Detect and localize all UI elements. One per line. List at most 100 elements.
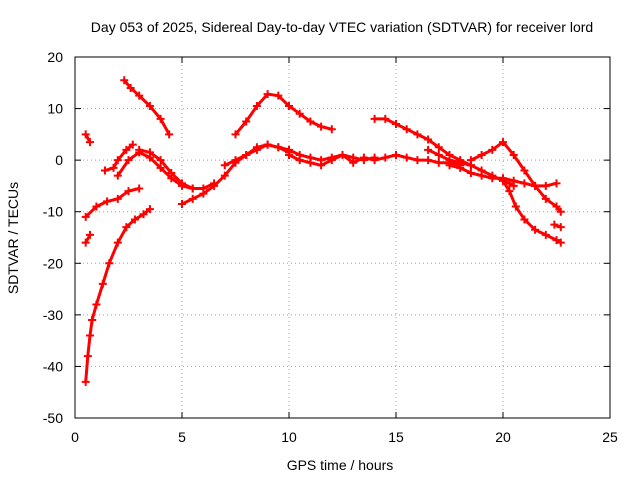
data-point [139,210,148,219]
y-tick-label: -30 [43,307,63,323]
data-point [338,150,347,159]
x-axis-label: GPS time / hours [287,457,394,473]
data-point [413,130,422,139]
data-point [402,125,411,134]
data-point [113,171,122,180]
data-point [122,145,131,154]
data-point [552,179,561,188]
data-point [135,145,144,154]
data-point [231,130,240,139]
series-arc-8 [116,150,195,190]
data-point [424,135,433,144]
y-ticks: -50 -40 -30 -20 -10 0 10 20 [43,49,610,426]
series-arc-10 [180,143,291,206]
data-point [81,130,90,139]
data-point [477,150,486,159]
data-point [413,156,422,165]
data-point [199,189,208,198]
data-point [306,158,315,167]
data-point [83,352,92,361]
data-point [188,194,197,203]
data-point [445,161,454,170]
data-point [392,120,400,129]
data-point [92,202,101,211]
data-point [541,230,550,239]
y-tick-label: -50 [43,410,63,426]
data-point [85,331,94,340]
data-point [135,184,144,193]
x-tick-label: 5 [178,429,186,445]
data-point [477,171,486,180]
data-point [556,223,565,232]
series-arc-7 [122,78,171,136]
data-point [424,156,433,165]
data-point [88,316,97,325]
data-point [285,101,293,110]
x-tick-label: 15 [388,429,404,445]
data-point [178,179,186,188]
series-arc-17 [469,140,563,214]
data-point [210,181,219,190]
data-point [100,166,109,175]
data-point [113,156,122,165]
series-arc-15 [426,148,516,188]
data-point [124,187,133,196]
data-point [550,220,559,229]
data-point [220,161,229,170]
data-point [552,236,561,245]
data-point [556,238,565,247]
data-point [156,156,165,165]
data-point [274,143,283,152]
data-point [263,90,272,99]
data-point [456,163,465,172]
data-point [252,101,261,110]
data-point [220,171,229,180]
data-series [81,76,565,386]
grid [75,57,610,418]
data-point [98,279,107,288]
data-point [327,156,336,165]
data-point [178,199,186,208]
data-point [124,156,133,165]
y-tick-label: -20 [43,255,63,271]
data-point [128,140,137,149]
data-point [103,197,112,206]
data-point [263,140,272,149]
data-point [509,150,518,159]
data-point [509,176,518,185]
data-point [156,163,165,172]
data-point [370,114,379,123]
data-point [327,125,336,134]
y-tick-label: 20 [47,49,63,65]
data-point [466,169,475,178]
data-point [434,158,443,167]
data-point [424,145,433,154]
data-point [392,150,400,159]
data-point [505,187,514,196]
data-point [531,181,540,190]
series-arc-1 [84,318,94,384]
data-point [349,158,358,167]
data-point [81,212,90,221]
data-point [306,117,315,126]
data-point [381,114,390,123]
data-point [165,130,174,139]
data-point [295,156,304,165]
data-point [113,238,122,247]
series-arc-11 [234,92,334,136]
data-point [145,148,154,157]
series-arc-2 [90,207,152,322]
data-point [145,101,154,110]
data-point [242,117,251,126]
x-tick-label: 10 [281,429,297,445]
data-point [541,194,550,203]
data-point [466,156,475,165]
y-tick-label: 10 [47,101,63,117]
data-point [156,114,165,123]
data-point [113,194,122,203]
data-point [231,156,240,165]
data-point [252,145,261,154]
data-point [92,300,101,309]
data-point [81,238,90,247]
